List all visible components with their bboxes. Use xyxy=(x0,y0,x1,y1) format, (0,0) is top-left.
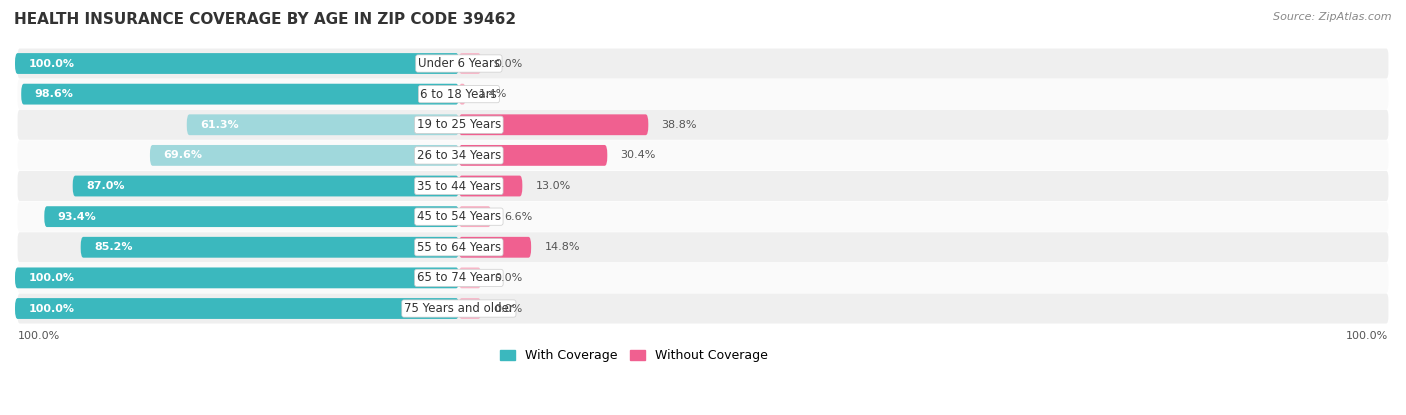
Text: 75 Years and older: 75 Years and older xyxy=(404,302,513,315)
Text: 61.3%: 61.3% xyxy=(200,120,239,130)
FancyBboxPatch shape xyxy=(80,237,458,258)
FancyBboxPatch shape xyxy=(458,84,465,105)
Text: 100.0%: 100.0% xyxy=(28,59,75,68)
FancyBboxPatch shape xyxy=(458,176,523,196)
FancyBboxPatch shape xyxy=(45,206,458,227)
Text: 100.0%: 100.0% xyxy=(18,332,60,342)
FancyBboxPatch shape xyxy=(458,268,481,288)
FancyBboxPatch shape xyxy=(458,237,531,258)
FancyBboxPatch shape xyxy=(150,145,458,166)
Text: 85.2%: 85.2% xyxy=(94,242,132,252)
Text: 30.4%: 30.4% xyxy=(620,150,657,160)
FancyBboxPatch shape xyxy=(17,232,1389,262)
Text: 0.0%: 0.0% xyxy=(495,273,523,283)
FancyBboxPatch shape xyxy=(17,263,1389,293)
Text: 69.6%: 69.6% xyxy=(163,150,202,160)
FancyBboxPatch shape xyxy=(21,84,458,105)
FancyBboxPatch shape xyxy=(17,293,1389,324)
Text: 100.0%: 100.0% xyxy=(1346,332,1388,342)
FancyBboxPatch shape xyxy=(15,298,458,319)
FancyBboxPatch shape xyxy=(17,140,1389,171)
Text: 38.8%: 38.8% xyxy=(662,120,697,130)
FancyBboxPatch shape xyxy=(73,176,458,196)
Text: Source: ZipAtlas.com: Source: ZipAtlas.com xyxy=(1274,12,1392,22)
FancyBboxPatch shape xyxy=(17,79,1389,109)
FancyBboxPatch shape xyxy=(458,53,481,74)
Text: 100.0%: 100.0% xyxy=(28,273,75,283)
Text: 26 to 34 Years: 26 to 34 Years xyxy=(416,149,501,162)
FancyBboxPatch shape xyxy=(458,206,491,227)
FancyBboxPatch shape xyxy=(15,53,458,74)
FancyBboxPatch shape xyxy=(17,110,1389,140)
FancyBboxPatch shape xyxy=(17,171,1389,201)
Legend: With Coverage, Without Coverage: With Coverage, Without Coverage xyxy=(495,344,773,367)
Text: HEALTH INSURANCE COVERAGE BY AGE IN ZIP CODE 39462: HEALTH INSURANCE COVERAGE BY AGE IN ZIP … xyxy=(14,12,516,27)
Text: Under 6 Years: Under 6 Years xyxy=(418,57,501,70)
Text: 13.0%: 13.0% xyxy=(536,181,571,191)
FancyBboxPatch shape xyxy=(458,145,607,166)
FancyBboxPatch shape xyxy=(17,202,1389,232)
Text: 87.0%: 87.0% xyxy=(86,181,125,191)
Text: 0.0%: 0.0% xyxy=(495,303,523,313)
Text: 0.0%: 0.0% xyxy=(495,59,523,68)
Text: 100.0%: 100.0% xyxy=(28,303,75,313)
FancyBboxPatch shape xyxy=(458,298,481,319)
Text: 6.6%: 6.6% xyxy=(505,212,533,222)
Text: 55 to 64 Years: 55 to 64 Years xyxy=(416,241,501,254)
Text: 45 to 54 Years: 45 to 54 Years xyxy=(416,210,501,223)
FancyBboxPatch shape xyxy=(458,115,648,135)
FancyBboxPatch shape xyxy=(187,115,458,135)
Text: 65 to 74 Years: 65 to 74 Years xyxy=(416,271,501,284)
Text: 14.8%: 14.8% xyxy=(544,242,579,252)
Text: 19 to 25 Years: 19 to 25 Years xyxy=(416,118,501,131)
Text: 93.4%: 93.4% xyxy=(58,212,97,222)
Text: 6 to 18 Years: 6 to 18 Years xyxy=(420,88,498,101)
Text: 98.6%: 98.6% xyxy=(35,89,73,99)
Text: 1.4%: 1.4% xyxy=(479,89,508,99)
Text: 35 to 44 Years: 35 to 44 Years xyxy=(416,180,501,193)
FancyBboxPatch shape xyxy=(17,49,1389,78)
FancyBboxPatch shape xyxy=(15,268,458,288)
